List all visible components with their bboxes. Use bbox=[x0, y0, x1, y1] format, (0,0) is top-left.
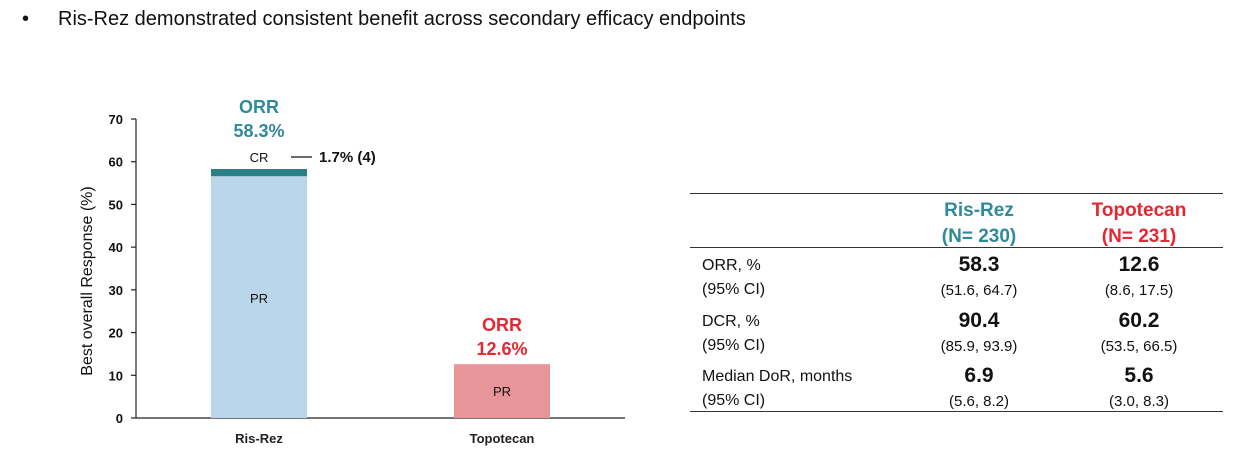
risrez-orr-label: ORR bbox=[239, 97, 279, 117]
bar-risrez-pr bbox=[211, 176, 307, 418]
y-axis-label: Best overall Response (%) bbox=[79, 186, 96, 375]
bullet-dot-icon: • bbox=[22, 8, 30, 30]
y-tick-label: 20 bbox=[109, 326, 123, 341]
bar-risrez-cr bbox=[211, 168, 307, 177]
cr-callout-label: 1.7% (4) bbox=[319, 149, 376, 166]
y-tick-label: 60 bbox=[109, 155, 123, 170]
topotecan-pr-label: PR bbox=[493, 384, 511, 399]
y-tick-label: 70 bbox=[109, 112, 123, 127]
y-tick-label: 10 bbox=[109, 368, 123, 383]
x-tick-label: Topotecan bbox=[470, 431, 535, 446]
bars-group bbox=[211, 168, 550, 418]
slide-bullet: • Ris-Rez demonstrated consistent benefi… bbox=[22, 8, 746, 31]
y-tick-label: 30 bbox=[109, 283, 123, 298]
y-tick-label: 40 bbox=[109, 240, 123, 255]
risrez-cr-label: CR bbox=[250, 150, 269, 165]
bar-labels-group: Ris-Rez Topotecan PR PR CR 1.7% (4) ORR 58.3% OR… bbox=[233, 97, 534, 446]
x-tick-label: Ris-Rez bbox=[235, 431, 283, 446]
bullet-text: Ris-Rez demonstrated consistent benefit … bbox=[58, 8, 746, 30]
topotecan-orr-value: 12.6% bbox=[476, 339, 527, 359]
y-tick-label: 50 bbox=[109, 197, 123, 212]
y-tick-label: 0 bbox=[116, 411, 123, 426]
risrez-pr-label: PR bbox=[250, 291, 268, 306]
topotecan-orr-label: ORR bbox=[482, 315, 522, 335]
risrez-orr-value: 58.3% bbox=[233, 121, 284, 141]
bar-topotecan-pr bbox=[454, 364, 550, 418]
